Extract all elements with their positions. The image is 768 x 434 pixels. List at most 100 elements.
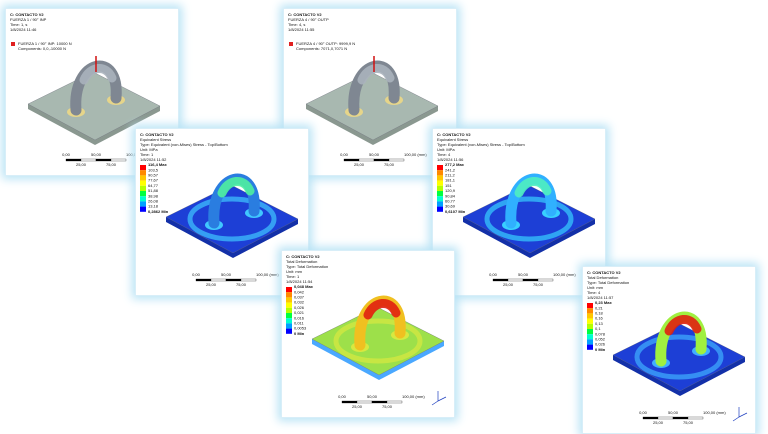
legend-band <box>587 303 593 309</box>
scale-segment <box>537 278 554 282</box>
legend-band <box>437 170 443 176</box>
header-line: 1/8/2024 11:57 <box>587 295 614 300</box>
scale-segment <box>657 416 674 420</box>
header-line: 1/8/2024 11:55 <box>288 27 315 32</box>
plate-side <box>373 106 438 145</box>
scale-segment <box>386 400 403 404</box>
header-line: Unit: MPa <box>437 147 455 152</box>
scale-segment <box>95 158 112 162</box>
scale-label: 50,00 <box>668 410 679 415</box>
scale-label: 0,00 <box>340 152 349 157</box>
scale-label: 25,00 <box>206 282 217 287</box>
plate-side <box>530 219 595 258</box>
legend-text: FUERZA 1 / 90° INP: 10000 N <box>18 41 72 46</box>
legend-label: 90,57 <box>148 172 159 177</box>
scale-label: 25,00 <box>352 404 363 409</box>
legend-label: 30,69 <box>445 204 456 209</box>
panel-title: C: CONTACTO V2 <box>288 12 322 17</box>
scale-segment <box>373 158 390 162</box>
result-panel: C: CONTACTO V2 Equivalent Stress Type: Equ… <box>135 128 309 296</box>
scale-label: 100,00 (mm) <box>553 272 576 277</box>
header-line: Total Deformation <box>286 259 317 264</box>
legend-label: 0,048 Max <box>294 284 314 289</box>
arch-top <box>217 177 255 198</box>
legend-band <box>140 196 146 202</box>
legend-label: 120,9 <box>445 188 456 193</box>
result-panel: C: CONTACTO V2 FUERZA 4 / 90° OUTP Time: 4… <box>283 8 457 176</box>
legend-label: 38,98 <box>148 193 159 198</box>
legend-label: 211,2 <box>445 172 455 177</box>
header-line: Type: Total Deformation <box>587 280 629 285</box>
plate-side <box>95 106 160 145</box>
legend-label: 0,026 <box>294 305 305 310</box>
legend-band <box>587 339 593 345</box>
plate-side <box>463 217 530 258</box>
scale-segment <box>358 158 375 162</box>
legend-label: 0,078 <box>595 331 606 336</box>
legend-band <box>587 344 593 350</box>
legend-text: Components: 7071,0,7071 N <box>296 46 347 51</box>
scale-label: 0,00 <box>338 394 347 399</box>
legend-label: 181,1 <box>445 178 456 183</box>
header-line: Equivalent Stress <box>437 137 468 142</box>
legend-label: 0,13 <box>595 321 604 326</box>
legend-label: 0,032 <box>294 300 305 305</box>
scale-label: 50,00 <box>367 394 378 399</box>
legend-band <box>140 191 146 197</box>
legend-label: 0,1 <box>595 326 601 331</box>
header-line: Time: 4, s <box>288 22 305 27</box>
scale-segment <box>522 278 539 282</box>
scale-label: 0,00 <box>639 410 648 415</box>
plate-side <box>379 341 444 380</box>
legend-band <box>286 307 292 313</box>
panel-title: C: CONTACTO V2 <box>437 132 471 137</box>
header-line: Type: Equivalent (von-Mises) Stress - To… <box>437 142 525 147</box>
plate <box>27 71 161 141</box>
legend-label: 277,2 Max <box>445 162 465 167</box>
scale-label: 100,00 (mm) <box>404 152 427 157</box>
legend-band <box>140 206 146 212</box>
legend-band <box>437 206 443 212</box>
plate-side <box>306 104 373 145</box>
scale-label: 25,00 <box>653 420 664 425</box>
legend-text: Components: 0,0,-10000 N <box>18 46 66 51</box>
scale-segment <box>240 278 257 282</box>
legend-band <box>286 292 292 298</box>
scale-segment <box>210 278 227 282</box>
legend-band <box>587 334 593 340</box>
legend-swatch <box>11 42 15 46</box>
scale-segment <box>80 158 97 162</box>
arch-top <box>357 64 395 85</box>
scale-label: 100,00 (mm) <box>703 410 726 415</box>
header-line: Unit: mm <box>587 285 604 290</box>
arch-top <box>514 177 552 198</box>
header-line: 1/8/2024 11:54 <box>286 279 313 284</box>
legend-band <box>286 313 292 319</box>
legend-band <box>140 170 146 176</box>
scale-label: 75,00 <box>683 420 694 425</box>
panel-title: C: CONTACTO V2 <box>587 270 621 275</box>
result-panel: C: CONTACTO V2 Total Deformation Type: Tot… <box>281 250 455 418</box>
scale-label: 0,00 <box>192 272 201 277</box>
legend-band <box>140 180 146 186</box>
header-line: 1/8/2024 11:56 <box>437 157 464 162</box>
legend-label: 0,21 <box>595 305 604 310</box>
stress-zone <box>634 334 724 380</box>
scale-label: 50,00 <box>369 152 380 157</box>
arch-top <box>664 315 702 336</box>
legend-label: 241,2 <box>445 167 456 172</box>
scale-label: 50,00 <box>518 272 529 277</box>
scale-segment <box>687 416 704 420</box>
legend-band <box>587 313 593 319</box>
scale-label: 100,00 (mm) <box>402 394 425 399</box>
legend-label: 0,18 <box>595 310 604 315</box>
legend-band <box>140 201 146 207</box>
scale-label: 75,00 <box>382 404 393 409</box>
header-line: 1/8/2024 11:52 <box>140 157 167 162</box>
scale-label: 25,00 <box>76 162 87 167</box>
header-line: Type: Total Deformation <box>286 264 328 269</box>
panel-title: C: CONTACTO V2 <box>10 12 44 17</box>
result-panel: C: CONTACTO V2 Total Deformation Type: Tot… <box>582 266 756 434</box>
